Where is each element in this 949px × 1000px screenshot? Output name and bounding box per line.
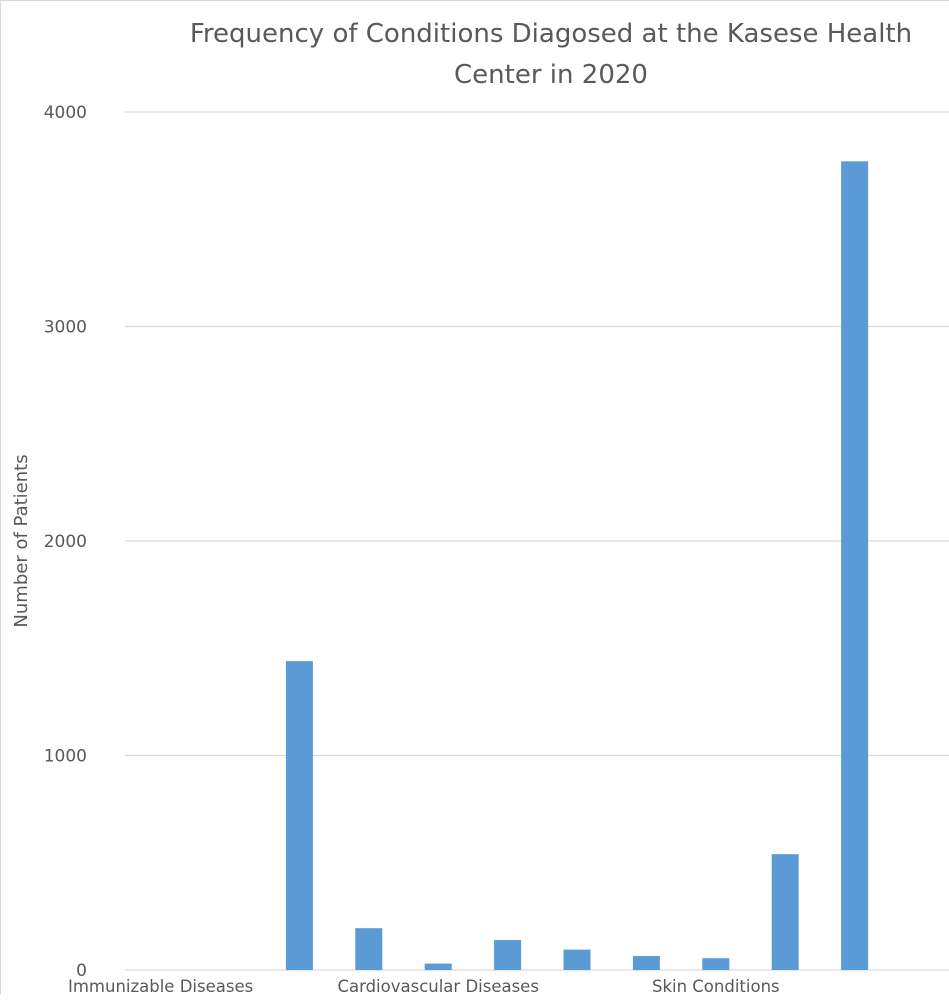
gridlines: [125, 111, 949, 971]
bar: [285, 661, 313, 970]
y-tick-label: 4000: [44, 103, 87, 123]
x-tick-label: Cardiovascular Diseases: [337, 977, 539, 995]
y-axis-label: Number of Patients: [11, 454, 32, 627]
y-tick-label: 0: [76, 961, 87, 981]
x-tick-label: Immunizable Diseases: [68, 977, 253, 995]
bar: [841, 161, 869, 970]
chart-title: Frequency of Conditions Diagosed at the …: [190, 19, 912, 90]
bar: [632, 956, 660, 970]
x-axis-category-labels: Immunizable Diseases Cardiovascular Disea…: [68, 977, 780, 996]
chart-title-line-1: Frequency of Conditions Diagosed at the …: [190, 19, 912, 49]
y-tick-label: 1000: [44, 747, 87, 767]
y-tick-label: 2000: [44, 532, 87, 552]
x-tick-label: Skin Conditions: [652, 977, 780, 995]
bar: [702, 958, 730, 970]
bars: [285, 161, 869, 970]
bar: [771, 854, 799, 970]
bar: [494, 939, 522, 970]
bar: [355, 928, 383, 970]
y-axis-tick-labels: 0 1000 2000 3000 4000: [44, 103, 87, 981]
chart-title-line-2: Center in 2020: [454, 60, 648, 90]
bar: [563, 949, 591, 970]
y-tick-label: 3000: [44, 318, 87, 338]
bar: [424, 963, 452, 970]
